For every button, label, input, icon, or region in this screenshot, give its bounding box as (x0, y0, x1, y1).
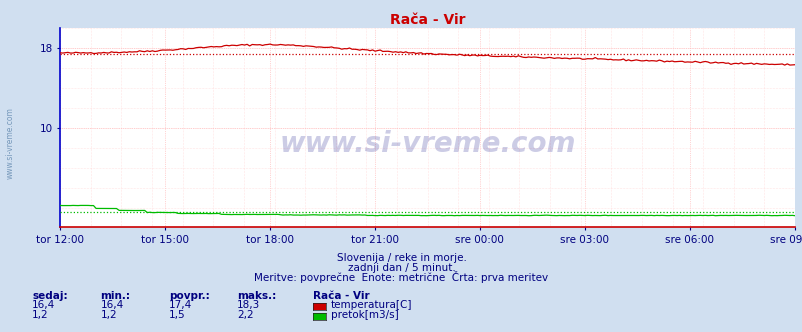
Text: 1,2: 1,2 (100, 310, 117, 320)
Text: Slovenija / reke in morje.: Slovenija / reke in morje. (336, 253, 466, 263)
Text: zadnji dan / 5 minut.: zadnji dan / 5 minut. (347, 263, 455, 273)
Text: povpr.:: povpr.: (168, 291, 209, 301)
Text: sedaj:: sedaj: (32, 291, 67, 301)
Text: min.:: min.: (100, 291, 130, 301)
Text: www.si-vreme.com: www.si-vreme.com (6, 107, 15, 179)
Text: 2,2: 2,2 (237, 310, 253, 320)
Text: 17,4: 17,4 (168, 300, 192, 310)
Text: Rača - Vir: Rača - Vir (313, 291, 370, 301)
Text: temperatura[C]: temperatura[C] (330, 300, 411, 310)
Text: 16,4: 16,4 (32, 300, 55, 310)
Text: pretok[m3/s]: pretok[m3/s] (330, 310, 398, 320)
Text: 16,4: 16,4 (100, 300, 124, 310)
Text: 1,5: 1,5 (168, 310, 185, 320)
Text: 18,3: 18,3 (237, 300, 260, 310)
Text: Meritve: povprečne  Enote: metrične  Črta: prva meritev: Meritve: povprečne Enote: metrične Črta:… (254, 271, 548, 283)
Title: Rača - Vir: Rača - Vir (389, 13, 465, 27)
Text: www.si-vreme.com: www.si-vreme.com (279, 130, 575, 158)
Text: maks.:: maks.: (237, 291, 276, 301)
Text: 1,2: 1,2 (32, 310, 49, 320)
